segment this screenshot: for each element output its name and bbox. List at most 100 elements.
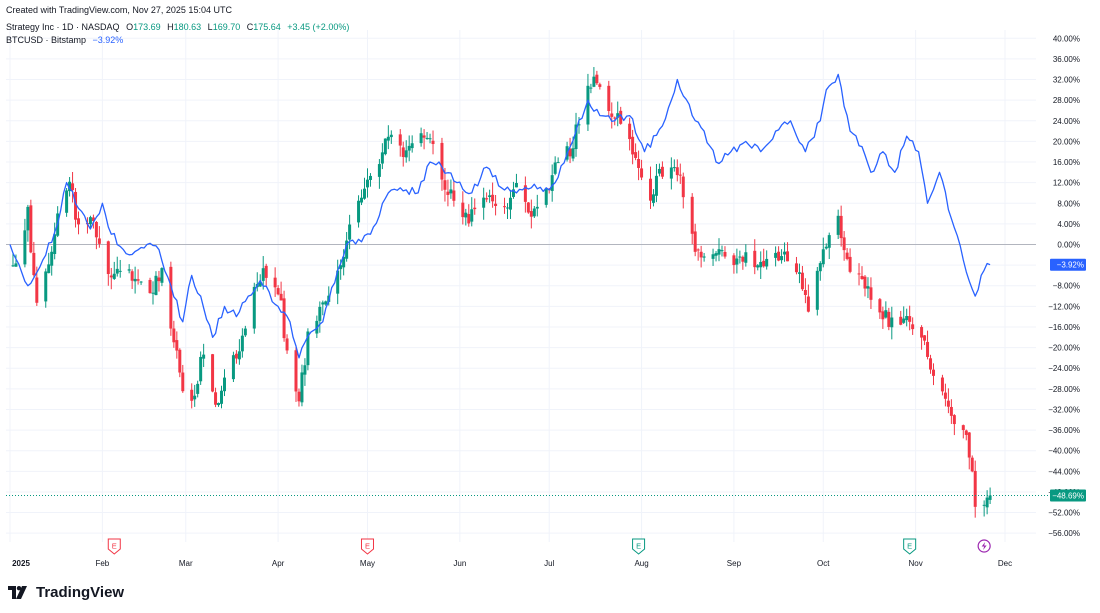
candle-body[interactable] bbox=[237, 351, 241, 360]
btcusd-compare-line[interactable] bbox=[9, 73, 991, 359]
candle[interactable] bbox=[815, 266, 819, 316]
compare-symbol-name[interactable]: BTCUSD · Bitstamp bbox=[6, 35, 87, 45]
candle-body[interactable] bbox=[577, 124, 581, 126]
candle-body[interactable] bbox=[160, 268, 164, 283]
candle[interactable] bbox=[178, 348, 182, 378]
candle[interactable] bbox=[237, 339, 241, 365]
candle-body[interactable] bbox=[568, 148, 572, 157]
candle[interactable] bbox=[282, 290, 286, 342]
candle[interactable] bbox=[243, 325, 247, 337]
candle[interactable] bbox=[949, 399, 953, 424]
candle-body[interactable] bbox=[264, 265, 268, 278]
candle-body[interactable] bbox=[702, 256, 706, 258]
candle[interactable] bbox=[154, 271, 158, 296]
candle-body[interactable] bbox=[648, 178, 652, 201]
candle-body[interactable] bbox=[401, 147, 405, 157]
candle-body[interactable] bbox=[342, 256, 346, 268]
candle[interactable] bbox=[29, 199, 33, 254]
candle[interactable] bbox=[610, 102, 614, 129]
candle[interactable] bbox=[660, 161, 664, 179]
candle-body[interactable] bbox=[806, 296, 810, 312]
candle[interactable] bbox=[297, 388, 301, 407]
candle[interactable] bbox=[654, 163, 658, 203]
candle[interactable] bbox=[574, 112, 578, 157]
candle[interactable] bbox=[461, 191, 465, 225]
candle-body[interactable] bbox=[240, 335, 244, 352]
candle-body[interactable] bbox=[821, 249, 825, 265]
candle-body[interactable] bbox=[410, 143, 414, 149]
candle[interactable] bbox=[741, 255, 745, 270]
candle[interactable] bbox=[964, 429, 968, 441]
candle-body[interactable] bbox=[669, 167, 673, 179]
candle-body[interactable] bbox=[26, 206, 30, 231]
candle-body[interactable] bbox=[550, 175, 554, 191]
candle[interactable] bbox=[526, 202, 530, 214]
candle-body[interactable] bbox=[592, 76, 596, 87]
candle[interactable] bbox=[756, 264, 760, 271]
candle-body[interactable] bbox=[190, 389, 194, 401]
candle[interactable] bbox=[318, 301, 322, 333]
candle[interactable] bbox=[717, 238, 721, 262]
candle[interactable] bbox=[765, 250, 769, 270]
candle-body[interactable] bbox=[53, 234, 57, 254]
candle[interactable] bbox=[926, 330, 930, 360]
candle-body[interactable] bbox=[419, 133, 423, 144]
candle[interactable] bbox=[780, 249, 784, 264]
candle-body[interactable] bbox=[598, 84, 602, 87]
candle-body[interactable] bbox=[398, 134, 402, 146]
candle[interactable] bbox=[425, 132, 429, 140]
candle-body[interactable] bbox=[574, 124, 578, 150]
candle-body[interactable] bbox=[964, 430, 968, 435]
candle[interactable] bbox=[616, 101, 620, 127]
candle[interactable] bbox=[753, 239, 757, 275]
candle-body[interactable] bbox=[884, 310, 888, 318]
candle-body[interactable] bbox=[473, 207, 477, 210]
candle-body[interactable] bbox=[878, 299, 882, 313]
candle[interactable] bbox=[26, 204, 30, 242]
candle[interactable] bbox=[115, 256, 119, 277]
candle[interactable] bbox=[88, 215, 92, 230]
candle[interactable] bbox=[470, 197, 474, 227]
candle-body[interactable] bbox=[800, 272, 804, 290]
candle-body[interactable] bbox=[130, 271, 134, 281]
candle[interactable] bbox=[23, 218, 27, 268]
candle[interactable] bbox=[202, 343, 206, 368]
candle[interactable] bbox=[878, 297, 882, 319]
candle-body[interactable] bbox=[23, 230, 27, 265]
candle-body[interactable] bbox=[318, 306, 322, 321]
candle[interactable] bbox=[261, 256, 265, 290]
candle[interactable] bbox=[377, 159, 381, 189]
candle-body[interactable] bbox=[529, 211, 533, 217]
candle-body[interactable] bbox=[899, 316, 903, 325]
candle[interactable] bbox=[127, 264, 131, 274]
candle[interactable] bbox=[446, 179, 450, 207]
candle[interactable] bbox=[407, 135, 411, 162]
candle[interactable] bbox=[568, 137, 572, 164]
candle-body[interactable] bbox=[324, 301, 328, 305]
candle[interactable] bbox=[982, 500, 986, 517]
candle-body[interactable] bbox=[94, 221, 98, 238]
candle[interactable] bbox=[857, 263, 861, 286]
candle-body[interactable] bbox=[115, 268, 119, 274]
candle[interactable] bbox=[869, 277, 873, 310]
candle-body[interactable] bbox=[446, 191, 450, 195]
candle-body[interactable] bbox=[154, 275, 158, 296]
candle[interactable] bbox=[148, 277, 152, 294]
candle[interactable] bbox=[866, 277, 870, 299]
candle-body[interactable] bbox=[148, 279, 152, 294]
candle-body[interactable] bbox=[797, 272, 801, 274]
candle[interactable] bbox=[401, 141, 405, 167]
btcusd-line[interactable] bbox=[9, 73, 991, 359]
candle[interactable] bbox=[544, 187, 548, 208]
candle-body[interactable] bbox=[508, 197, 512, 210]
candle-body[interactable] bbox=[866, 286, 870, 289]
main-symbol-name[interactable]: Strategy Inc · 1D · NASDAQ bbox=[6, 22, 120, 32]
candle-body[interactable] bbox=[425, 137, 429, 139]
candle-body[interactable] bbox=[258, 282, 262, 287]
candle[interactable] bbox=[905, 308, 909, 327]
candle[interactable] bbox=[783, 242, 787, 262]
candle-body[interactable] bbox=[118, 270, 122, 272]
candle-body[interactable] bbox=[178, 349, 182, 373]
candle-body[interactable] bbox=[929, 358, 933, 370]
candle-body[interactable] bbox=[774, 252, 778, 258]
